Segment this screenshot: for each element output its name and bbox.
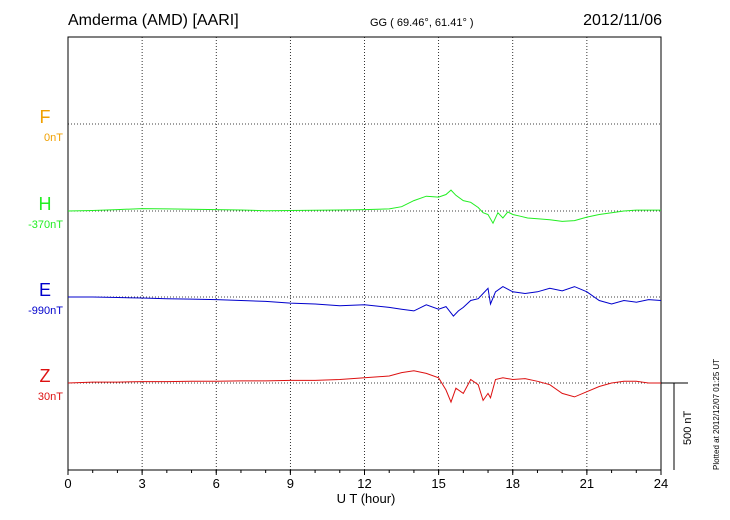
x-tick-label: 12 xyxy=(357,476,371,491)
grid-lines xyxy=(68,37,661,470)
series-name-Z: Z xyxy=(40,366,51,386)
series-line-H xyxy=(67,189,661,225)
x-tick-label: 6 xyxy=(213,476,220,491)
x-axis-label: U T (hour) xyxy=(337,491,396,506)
plotted-note: Plotted at 2012/12/07 01:25 UT xyxy=(712,358,721,470)
series-group xyxy=(67,189,662,404)
series-offset-Z: 30nT xyxy=(38,391,63,403)
x-tick-label: 3 xyxy=(139,476,146,491)
scale-bar: 500 nT xyxy=(661,382,694,470)
series-name-E: E xyxy=(39,280,51,300)
x-tick-label: 21 xyxy=(580,476,594,491)
series-offset-F: 0nT xyxy=(44,132,63,144)
coordinates-label: GG ( 69.46°, 61.41° ) xyxy=(370,17,474,29)
series-line-Z xyxy=(67,370,661,404)
x-tick-label: 24 xyxy=(654,476,668,491)
series-offset-H: -370nT xyxy=(28,219,63,231)
station-title: Amderma (AMD) [AARI] xyxy=(68,12,239,29)
date-label: 2012/11/06 xyxy=(583,12,662,29)
x-tick-label: 0 xyxy=(64,476,71,491)
x-tick-label: 9 xyxy=(287,476,294,491)
x-axis-ticks: 0 3 6 9 12 15 18 21 24 xyxy=(64,470,668,491)
scale-bar-label: 500 nT xyxy=(682,410,694,445)
x-tick-label: 18 xyxy=(506,476,520,491)
series-line-E xyxy=(68,286,662,317)
series-name-F: F xyxy=(40,107,51,127)
series-labels: F 0nT H -370nT E -990nT Z 30nT xyxy=(28,107,63,403)
x-tick-label: 15 xyxy=(431,476,445,491)
series-name-H: H xyxy=(39,194,52,214)
series-offset-E: -990nT xyxy=(28,305,63,317)
